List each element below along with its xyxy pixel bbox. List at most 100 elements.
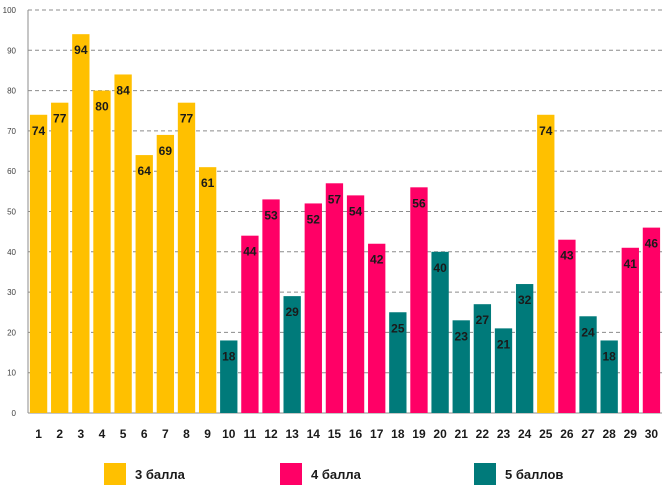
y-tick-label: 10: [7, 369, 16, 378]
data-label: 32: [518, 293, 532, 307]
bar: [29, 114, 48, 413]
bar: [220, 340, 238, 413]
gridlines: [27, 9, 662, 414]
legend-item-4: 4 балла: [280, 462, 361, 486]
bar: [51, 102, 69, 413]
data-label: 94: [74, 43, 88, 57]
data-label: 46: [645, 237, 659, 251]
bar: [389, 312, 407, 413]
y-tick-label: 30: [7, 288, 16, 297]
x-tick-label: 17: [370, 427, 384, 441]
data-label: 18: [222, 349, 236, 363]
y-tick-label: 60: [7, 167, 16, 176]
data-label: 53: [264, 208, 278, 222]
x-tick-label: 18: [391, 427, 405, 441]
x-tick-label: 6: [141, 427, 148, 441]
x-tick-label: 26: [560, 427, 574, 441]
legend-swatch-4: [280, 463, 302, 485]
legend-item-3: 3 балла: [104, 462, 185, 486]
data-label: 21: [497, 337, 511, 351]
data-label: 41: [624, 257, 638, 271]
bar: [642, 227, 661, 413]
y-tick-label: 90: [7, 46, 16, 55]
bar: [579, 316, 597, 413]
y-tick-label: 50: [7, 208, 16, 217]
bar: [198, 167, 217, 413]
bar: [283, 296, 301, 413]
legend-label-3: 3 балла: [135, 466, 185, 482]
x-tick-label: 4: [99, 427, 106, 441]
bar: [558, 239, 576, 413]
legend-item-5: 5 баллов: [474, 462, 563, 486]
x-tick-label: 1: [35, 427, 42, 441]
bar: [346, 195, 365, 413]
x-tick-label: 16: [349, 427, 363, 441]
x-tick-label: 29: [624, 427, 638, 441]
data-labels: 74 77 94 80 84 64 69 77 61 18 44 53 29 52 57 54 42 25 56 40…: [32, 43, 659, 363]
data-label: 56: [412, 196, 426, 210]
bar: [600, 340, 618, 413]
x-tick-label: 8: [183, 427, 190, 441]
bar: [135, 155, 153, 413]
x-tick-label: 27: [581, 427, 595, 441]
x-tick-label: 2: [56, 427, 63, 441]
bar: [114, 74, 132, 413]
data-label: 77: [180, 112, 194, 126]
data-label: 43: [560, 249, 574, 263]
y-tick-label: 40: [7, 248, 16, 257]
x-tick-label: 23: [497, 427, 511, 441]
bar: [177, 102, 196, 413]
bars: [29, 34, 661, 414]
bar: [494, 328, 513, 413]
data-label: 74: [32, 124, 46, 138]
x-tick-label: 20: [433, 427, 447, 441]
bar: [93, 90, 111, 413]
y-tick-label: 80: [7, 87, 16, 96]
x-tick-label: 9: [204, 427, 211, 441]
x-tick-label: 19: [412, 427, 426, 441]
data-label: 25: [391, 321, 405, 335]
bar: [410, 187, 428, 413]
x-tick-label: 3: [77, 427, 84, 441]
bar: [431, 251, 449, 413]
legend-swatch-5: [474, 463, 496, 485]
data-label: 29: [285, 305, 299, 319]
bar: [515, 284, 534, 413]
legend-label-5: 5 баллов: [505, 466, 564, 482]
data-label: 69: [159, 144, 173, 158]
data-label: 52: [307, 212, 321, 226]
data-label: 42: [370, 253, 384, 267]
bar: [325, 183, 344, 413]
x-tick-label: 25: [539, 427, 553, 441]
x-tick-label: 11: [244, 427, 257, 441]
x-tick-label: 10: [222, 427, 236, 441]
bar: [368, 243, 386, 413]
data-label: 57: [328, 192, 342, 206]
data-label: 61: [201, 176, 215, 190]
data-label: 18: [602, 349, 616, 363]
y-tick-label: 20: [7, 328, 16, 337]
bar: [473, 304, 492, 413]
y-tick-label: 0: [12, 409, 17, 418]
data-label: 44: [243, 245, 257, 259]
data-label: 80: [95, 100, 109, 114]
y-tick-label: 100: [3, 6, 17, 15]
data-label: 27: [476, 313, 490, 327]
data-label: 23: [455, 329, 469, 343]
x-axis-ticks: 1 2 3 4 5 6 7 8 9 10 11 12 13 14 15 16 17 18 19 20 21 22 23 24 2…: [35, 427, 658, 441]
x-tick-label: 15: [328, 427, 342, 441]
bar: [537, 114, 555, 413]
x-tick-label: 30: [645, 427, 659, 441]
x-tick-label: 13: [285, 427, 299, 441]
x-tick-label: 22: [476, 427, 490, 441]
bar: [452, 320, 470, 413]
x-tick-label: 5: [120, 427, 127, 441]
data-label: 40: [433, 261, 447, 275]
y-tick-label: 70: [7, 127, 16, 136]
x-tick-label: 14: [307, 427, 321, 441]
bar: [156, 134, 175, 413]
bar: [72, 34, 90, 414]
data-label: 74: [539, 124, 553, 138]
x-tick-label: 21: [455, 427, 469, 441]
